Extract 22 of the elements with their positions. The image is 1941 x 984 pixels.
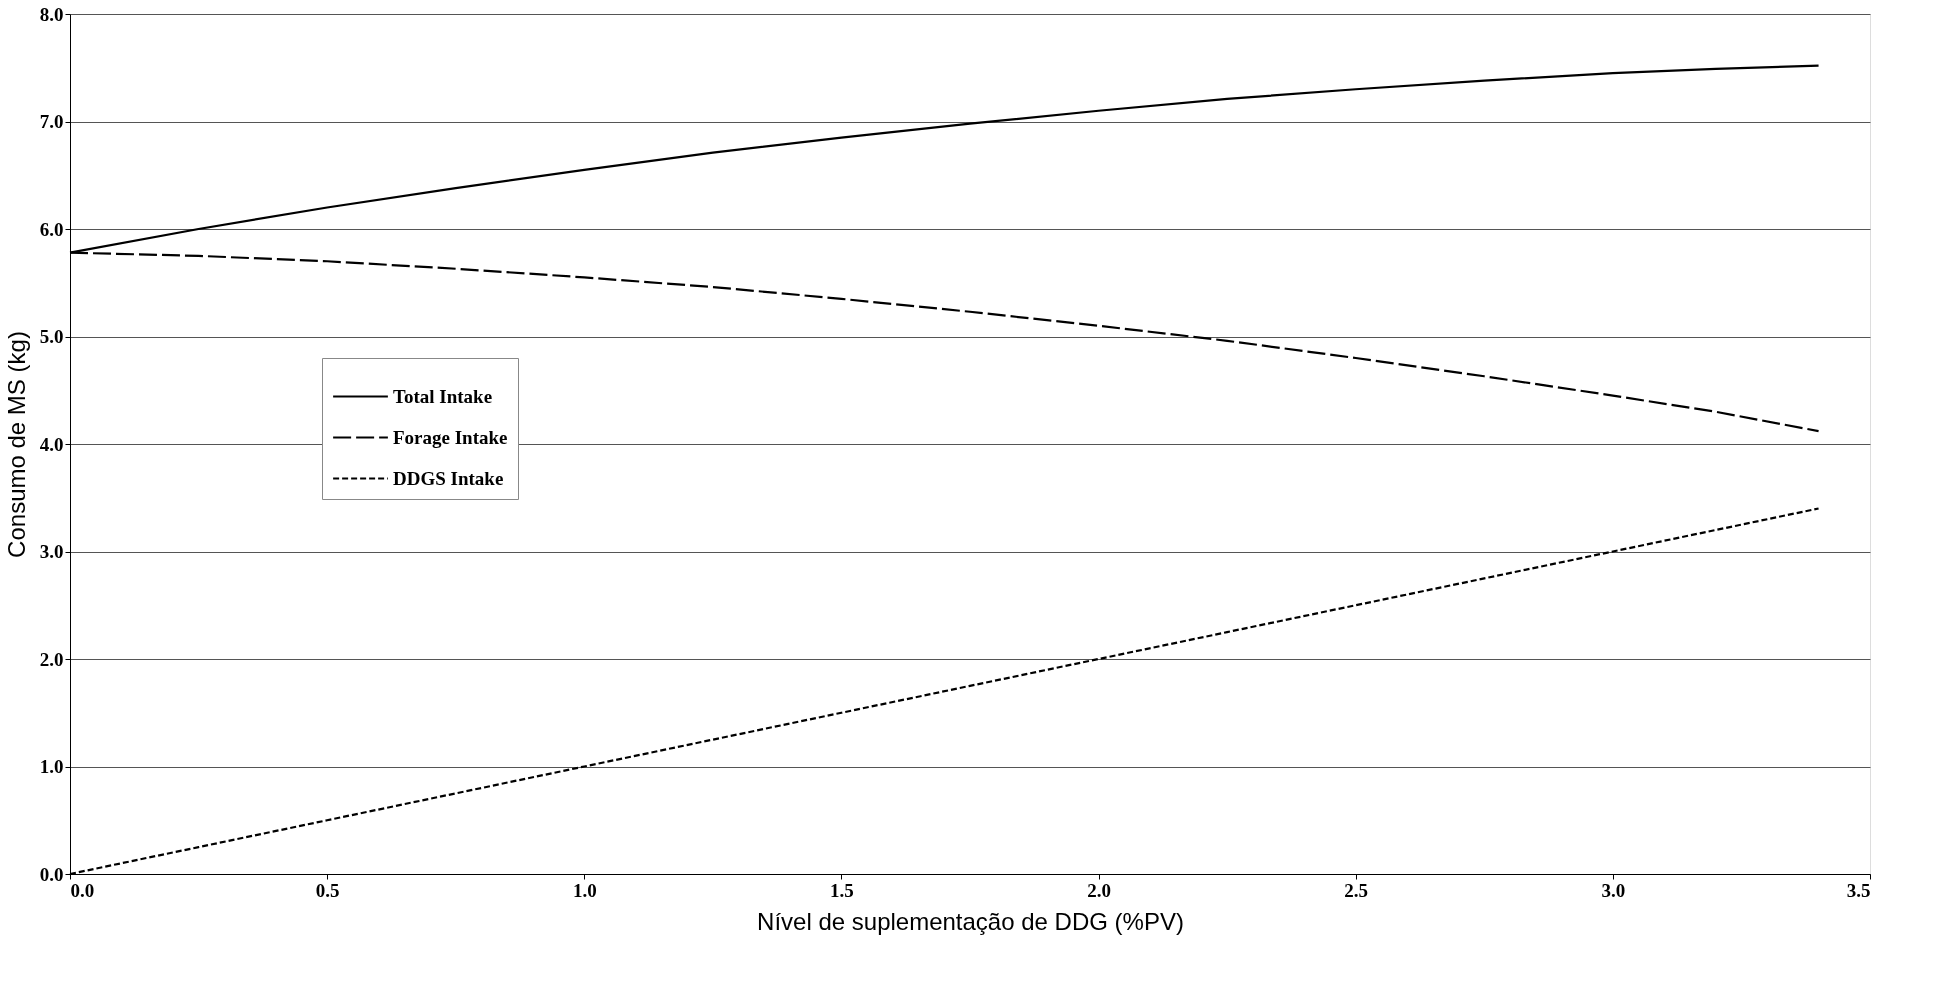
y-tick-label: 7.0 — [39, 111, 64, 132]
x-tick-label: 0.5 — [315, 879, 340, 901]
y-tick-label: 0.0 — [39, 863, 64, 885]
x-tick-label: 1.0 — [572, 879, 597, 901]
y-tick-label: 1.0 — [39, 756, 64, 777]
legend-label: Total Intake — [393, 385, 493, 407]
y-tick-label: 5.0 — [39, 326, 64, 347]
y-tick-label: 8.0 — [39, 3, 64, 25]
y-tick-label: 4.0 — [39, 433, 64, 455]
x-axis-title: Nível de suplementação de DDG (%PV) — [757, 907, 1184, 935]
y-tick-label: 3.0 — [39, 541, 64, 562]
x-tick-label: 2.0 — [1087, 879, 1111, 901]
y-axis-title: Consumo de MS (kg) — [2, 331, 30, 558]
x-tick-label: 3.0 — [1601, 879, 1626, 901]
y-tick-label: 6.0 — [39, 218, 64, 240]
y-tick-label: 2.0 — [39, 648, 64, 670]
x-tick-label: 2.5 — [1344, 879, 1369, 901]
x-tick-label: 0.0 — [70, 879, 95, 901]
x-tick-label: 1.5 — [830, 879, 854, 901]
legend-label: Forage Intake — [393, 426, 508, 448]
x-tick-label: 3.5 — [1846, 879, 1871, 901]
legend-label: DDGS Intake — [393, 467, 504, 489]
